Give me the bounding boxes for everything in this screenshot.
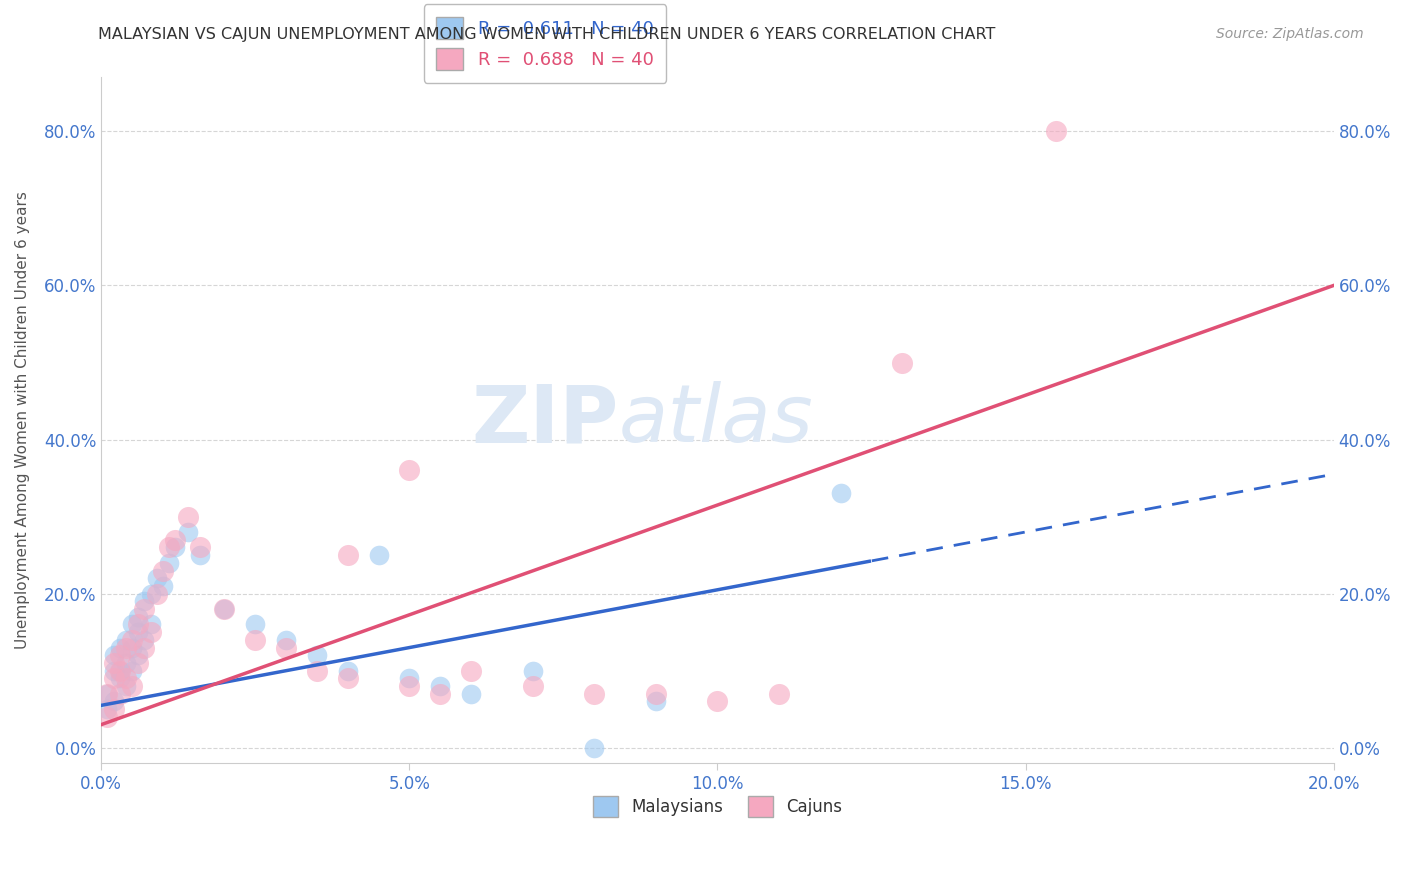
Point: [157, 541, 180, 555]
Point: [127, 648, 149, 663]
Point: [214, 602, 236, 616]
Legend: Malaysians, Cajuns: Malaysians, Cajuns: [586, 789, 849, 823]
Point: [152, 564, 174, 578]
Point: [152, 579, 174, 593]
Point: [96, 687, 118, 701]
Point: [274, 640, 297, 655]
Point: [115, 640, 138, 655]
Point: [108, 648, 131, 663]
Point: [115, 632, 138, 647]
Point: [336, 664, 359, 678]
Point: [274, 632, 297, 647]
Point: [115, 672, 138, 686]
Point: [1045, 124, 1067, 138]
Point: [127, 617, 149, 632]
Point: [108, 672, 131, 686]
Point: [891, 355, 914, 369]
Point: [121, 664, 143, 678]
Point: [121, 632, 143, 647]
Point: [398, 672, 420, 686]
Text: Source: ZipAtlas.com: Source: ZipAtlas.com: [1216, 27, 1364, 41]
Point: [398, 679, 420, 693]
Point: [103, 694, 125, 708]
Point: [336, 672, 359, 686]
Point: [134, 602, 156, 616]
Point: [145, 587, 167, 601]
Point: [108, 687, 131, 701]
Point: [139, 587, 162, 601]
Point: [127, 625, 149, 640]
Point: [139, 617, 162, 632]
Point: [103, 664, 125, 678]
Point: [460, 664, 482, 678]
Point: [583, 740, 606, 755]
Point: [103, 672, 125, 686]
Point: [214, 602, 236, 616]
Point: [367, 548, 389, 562]
Point: [103, 702, 125, 716]
Point: [134, 594, 156, 608]
Point: [522, 664, 544, 678]
Point: [644, 694, 666, 708]
Point: [176, 509, 198, 524]
Point: [165, 541, 187, 555]
Point: [121, 617, 143, 632]
Text: ZIP: ZIP: [471, 381, 619, 459]
Point: [830, 486, 852, 500]
Point: [145, 571, 167, 585]
Point: [245, 617, 267, 632]
Point: [706, 694, 728, 708]
Point: [644, 687, 666, 701]
Text: MALAYSIAN VS CAJUN UNEMPLOYMENT AMONG WOMEN WITH CHILDREN UNDER 6 YEARS CORRELAT: MALAYSIAN VS CAJUN UNEMPLOYMENT AMONG WO…: [98, 27, 995, 42]
Point: [398, 463, 420, 477]
Point: [103, 648, 125, 663]
Point: [245, 632, 267, 647]
Point: [188, 541, 211, 555]
Point: [768, 687, 790, 701]
Point: [134, 640, 156, 655]
Point: [336, 548, 359, 562]
Point: [429, 679, 451, 693]
Point: [139, 625, 162, 640]
Point: [305, 648, 328, 663]
Point: [108, 640, 131, 655]
Point: [583, 687, 606, 701]
Point: [103, 656, 125, 670]
Point: [165, 533, 187, 547]
Point: [115, 679, 138, 693]
Point: [305, 664, 328, 678]
Point: [115, 656, 138, 670]
Point: [108, 664, 131, 678]
Point: [429, 687, 451, 701]
Point: [522, 679, 544, 693]
Point: [108, 664, 131, 678]
Point: [134, 632, 156, 647]
Point: [188, 548, 211, 562]
Point: [121, 640, 143, 655]
Point: [460, 687, 482, 701]
Point: [127, 609, 149, 624]
Point: [121, 679, 143, 693]
Y-axis label: Unemployment Among Women with Children Under 6 years: Unemployment Among Women with Children U…: [15, 192, 30, 649]
Text: atlas: atlas: [619, 381, 814, 459]
Point: [127, 656, 149, 670]
Point: [157, 556, 180, 570]
Point: [96, 702, 118, 716]
Point: [96, 687, 118, 701]
Point: [96, 710, 118, 724]
Point: [176, 524, 198, 539]
